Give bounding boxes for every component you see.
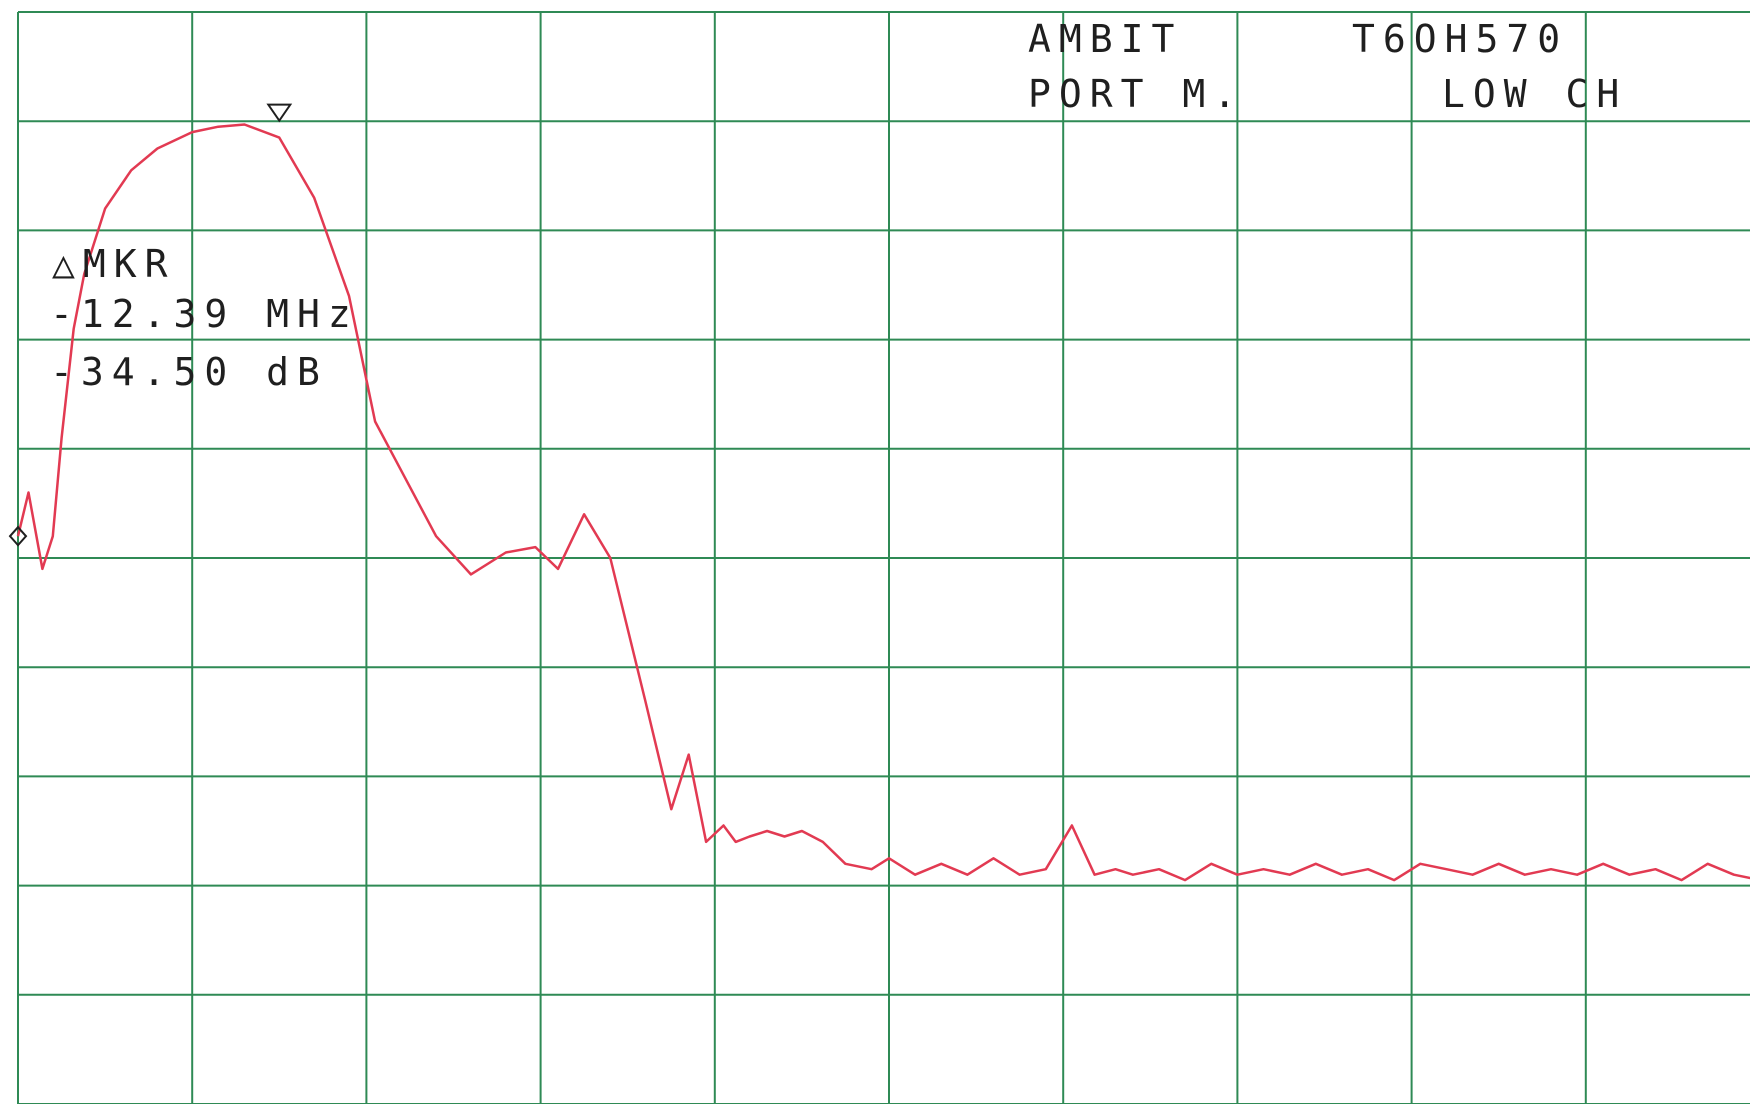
- graticule-grid: [17, 11, 1750, 1104]
- marker-readout-frequency: -12.39 MHz: [50, 292, 359, 336]
- marker-readout-label: △MKR: [52, 242, 176, 286]
- header-model-label: AMBIT: [1028, 17, 1182, 61]
- delta-marker-triangle-icon: [266, 103, 293, 123]
- marker-layer: [8, 103, 293, 547]
- trace-layer: [16, 123, 1750, 882]
- spectrum-trace: [16, 123, 1750, 882]
- marker-readout-amplitude: -34.50 dB: [50, 350, 328, 394]
- reference-marker-diamond-icon: [8, 525, 28, 547]
- header-port-label: PORT M.: [1028, 72, 1244, 116]
- header-model-id: T6OH570: [1352, 17, 1568, 61]
- header-channel-label: LOW CH: [1442, 72, 1627, 116]
